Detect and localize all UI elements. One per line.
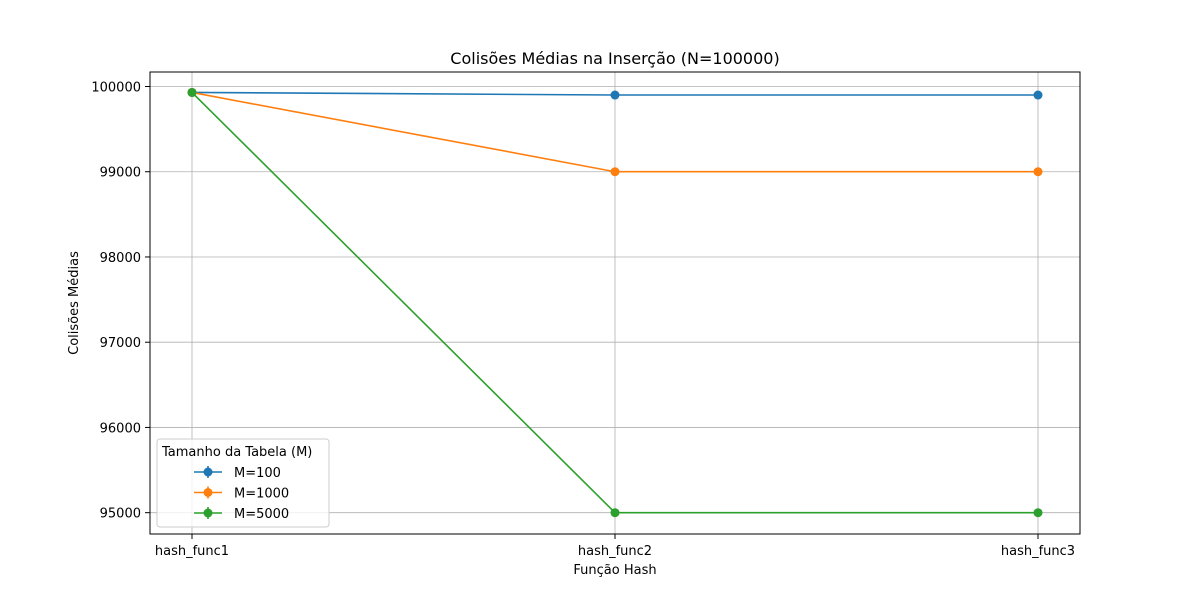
x-tick-label: hash_func2 (578, 544, 652, 559)
y-tick-label: 96000 (100, 421, 141, 436)
legend-marker (203, 508, 213, 518)
y-tick-label: 98000 (100, 251, 141, 266)
y-tick-label: 97000 (100, 336, 141, 351)
legend-label: M=100 (234, 466, 281, 481)
legend-title: Tamanho da Tabela (M) (161, 445, 312, 460)
legend-entry: M=1000 (194, 486, 289, 502)
legend: Tamanho da Tabela (M) M=100 M=1000 M=5000 (156, 438, 330, 528)
y-tick-label: 100000 (91, 80, 141, 95)
data-point (610, 508, 620, 518)
y-tick-label: 95000 (100, 507, 141, 522)
data-point (187, 87, 197, 97)
data-point (610, 90, 620, 100)
legend-label: M=5000 (234, 507, 289, 522)
data-point (1033, 167, 1043, 177)
x-tick-label: hash_func1 (155, 544, 229, 559)
y-axis-label: Colisões Médias (67, 251, 82, 355)
chart-title: Colisões Médias na Inserção (N=100000) (450, 49, 779, 68)
legend-label: M=1000 (234, 487, 289, 502)
legend-entry: M=5000 (194, 507, 289, 522)
x-tick-label: hash_func3 (1001, 544, 1075, 559)
axis-ticks: hash_func1 hash_func2 hash_func3 95000 96000… (91, 80, 1075, 559)
legend-marker (203, 488, 213, 497)
data-point (610, 167, 620, 177)
x-axis-label: Função Hash (573, 563, 656, 578)
series-m-5000 (187, 87, 1043, 518)
legend-entries: M=100 M=1000 M=5000 (194, 466, 289, 522)
legend-marker (203, 467, 213, 477)
series-group (187, 87, 1043, 518)
data-point (1033, 508, 1043, 518)
legend-entry: M=100 (194, 466, 281, 481)
y-tick-label: 99000 (100, 166, 141, 181)
legend-box (156, 438, 330, 528)
data-point (1033, 90, 1043, 100)
